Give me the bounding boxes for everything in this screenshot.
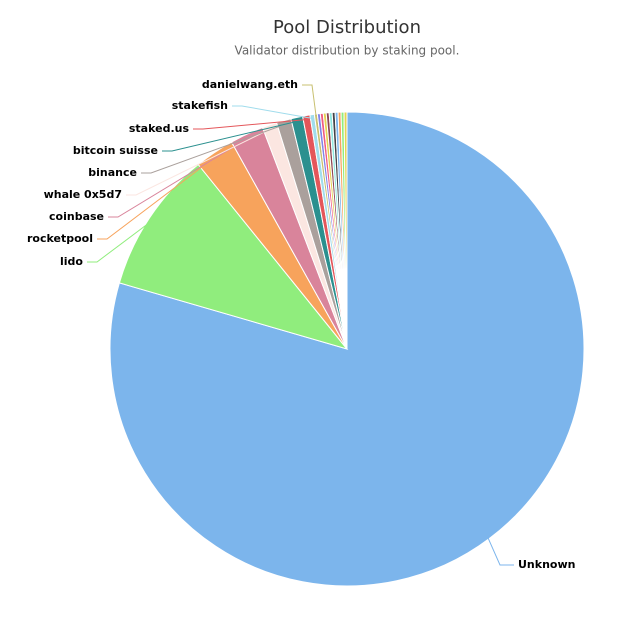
connector bbox=[162, 120, 298, 152]
connector bbox=[87, 219, 154, 263]
pie-slice bbox=[118, 163, 349, 350]
slice-label: coinbase bbox=[49, 210, 104, 223]
connector bbox=[126, 128, 272, 196]
connector bbox=[193, 118, 307, 130]
slice-label: staked.us bbox=[129, 122, 190, 135]
slice-label: whale 0x5d7 bbox=[44, 188, 122, 201]
connector bbox=[141, 123, 285, 174]
chart-subtitle: Validator distribution by staking pool. bbox=[235, 44, 460, 58]
slice-label: binance bbox=[88, 166, 137, 179]
connector bbox=[97, 155, 217, 240]
chart-title: Pool Distribution bbox=[273, 17, 421, 38]
connector bbox=[232, 105, 313, 120]
slice-label: danielwang.eth bbox=[202, 78, 298, 91]
connector bbox=[486, 535, 514, 566]
connector bbox=[108, 137, 249, 218]
connector bbox=[302, 84, 317, 119]
slice-label: stakefish bbox=[172, 99, 228, 112]
slice-label: lido bbox=[60, 255, 83, 268]
pie-slice bbox=[343, 111, 348, 350]
slice-label: Unknown bbox=[518, 558, 575, 571]
slice-label: bitcoin suisse bbox=[73, 144, 158, 157]
slice-label: rocketpool bbox=[27, 232, 93, 245]
